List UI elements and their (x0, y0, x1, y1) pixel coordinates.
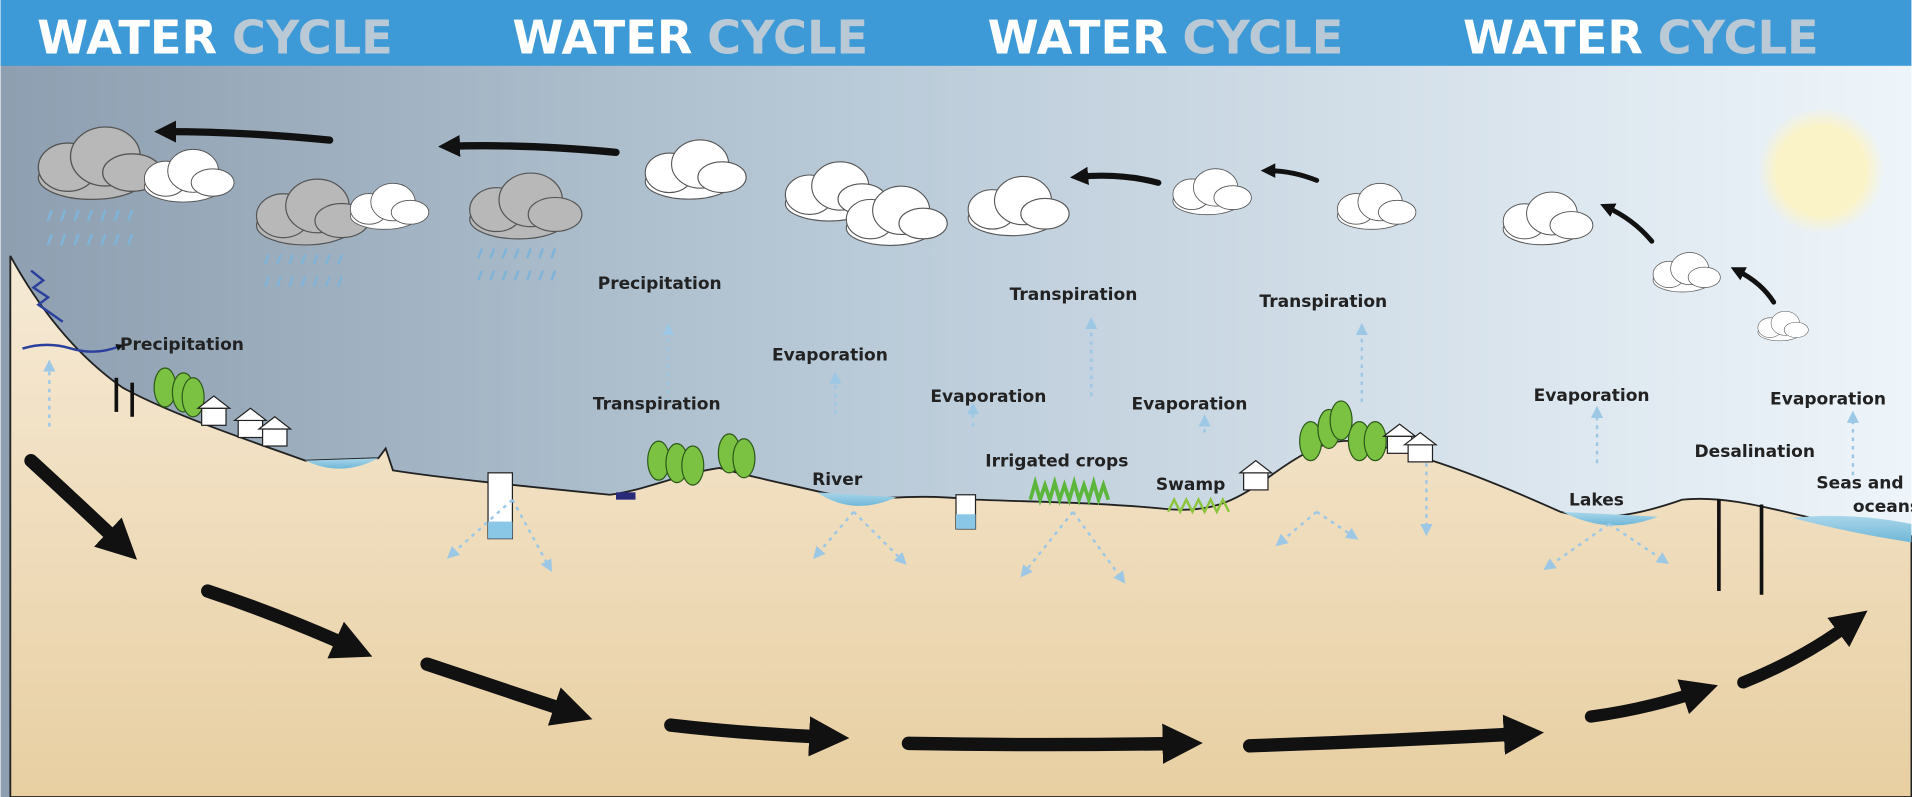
label: Lakes (1569, 491, 1624, 511)
label: Transpiration (593, 394, 721, 414)
sun (1758, 107, 1885, 234)
label: Evaporation (1534, 386, 1650, 406)
banner-word: WATER (37, 11, 217, 65)
cloud-puff (191, 169, 234, 196)
tree (1364, 422, 1386, 461)
tree (182, 378, 204, 417)
house (1408, 445, 1432, 462)
label: Evaporation (772, 346, 888, 366)
cloud-puff (1214, 186, 1252, 210)
cycle-arrow (908, 743, 1182, 744)
label: Swamp (1156, 475, 1226, 495)
cloud-puff (1550, 212, 1593, 239)
cloud-puff (528, 197, 582, 231)
banner-word: CYCLE (1658, 11, 1819, 65)
house (1244, 473, 1268, 490)
tree (733, 439, 755, 478)
banner-phrase: WATER CYCLE (1463, 11, 1819, 65)
water-cycle-diagram: WATER CYCLE WATER CYCLE WATER CYCLE WATER CYCLE… (0, 0, 1912, 797)
well-water (488, 522, 512, 539)
label: Transpiration (1010, 285, 1138, 305)
label: River (812, 470, 863, 490)
label: Precipitation (598, 274, 722, 294)
cloud-puff (391, 200, 429, 224)
banner-word: CYCLE (1182, 11, 1343, 65)
cloud-puff (1378, 200, 1416, 224)
cloud-puff (1021, 198, 1069, 229)
banner-phrase: WATER CYCLE (37, 11, 393, 65)
label: Seas and (1816, 474, 1903, 494)
tree (682, 446, 704, 485)
banner-word: WATER (512, 11, 692, 65)
label: Precipitation (120, 335, 244, 355)
outlet (616, 492, 635, 499)
label: Desalination (1695, 442, 1816, 462)
cloud-puff (698, 162, 746, 193)
page: { "banner": [ {"first": "WATER", "second… (0, 0, 1912, 797)
house (263, 429, 287, 446)
banner-word: WATER (1463, 11, 1643, 65)
label: Evaporation (1770, 390, 1886, 410)
house (202, 408, 226, 425)
label: Evaporation (1131, 394, 1247, 414)
label: Evaporation (930, 387, 1046, 407)
well-water (956, 514, 975, 529)
cloud-puff (1784, 322, 1808, 337)
cloud-puff (1688, 267, 1720, 287)
label: Irrigated crops (985, 452, 1128, 472)
cloud-puff (899, 208, 947, 239)
banner-word: CYCLE (232, 11, 393, 65)
banner-word: CYCLE (707, 11, 868, 65)
banner-phrase: WATER CYCLE (512, 11, 868, 65)
label: Transpiration (1259, 292, 1387, 312)
banner-phrase: WATER CYCLE (988, 11, 1344, 65)
banner-word: WATER (988, 11, 1168, 65)
label: oceans (1853, 497, 1912, 517)
